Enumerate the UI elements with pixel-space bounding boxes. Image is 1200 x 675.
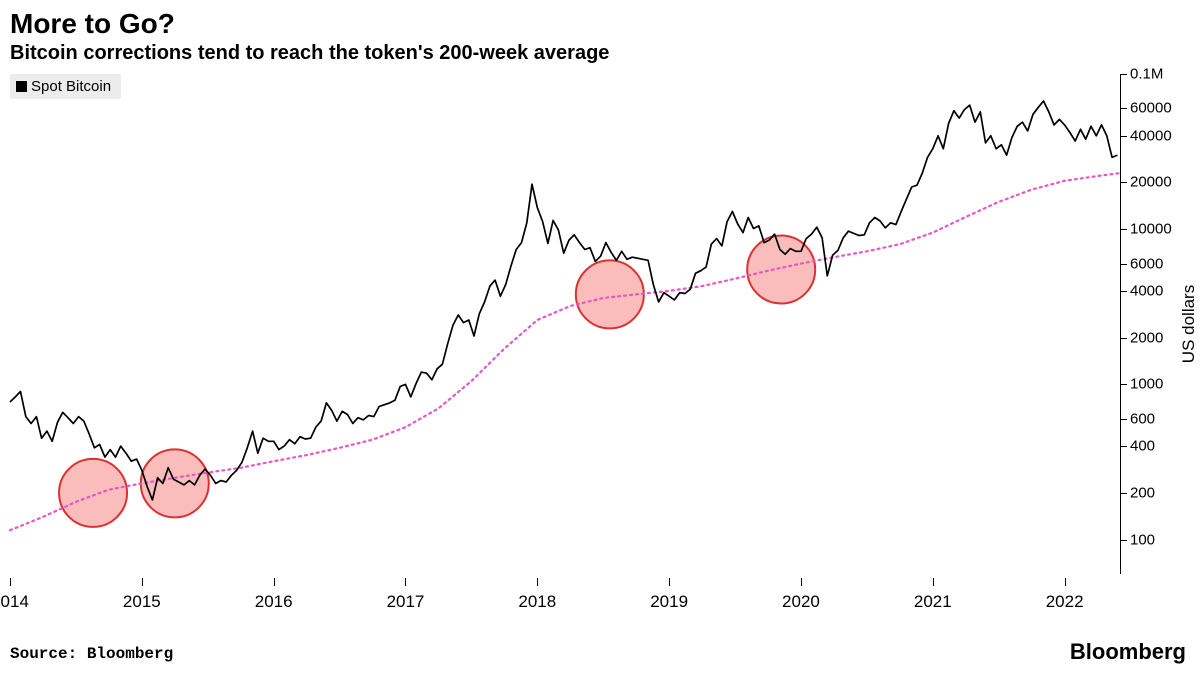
y-tick-label: 10000 [1130,221,1172,238]
x-tick-mark [142,578,143,586]
x-axis: 201420152016201720182019202020212022 [10,578,1120,618]
y-tick-mark [1120,419,1127,420]
x-tick-mark [274,578,275,586]
chart-title: More to Go? [0,0,1200,42]
y-tick-label: 100 [1130,531,1155,548]
chart-plot-area [10,74,1120,574]
y-tick-mark [1120,446,1127,447]
y-tick-label: 6000 [1130,255,1163,272]
brand-text: Bloomberg [1070,639,1186,665]
x-tick-mark [537,578,538,586]
y-tick-mark [1120,493,1127,494]
y-tick-label: 20000 [1130,174,1172,191]
y-tick-mark [1120,229,1127,230]
y-tick-mark [1120,182,1127,183]
y-tick-mark [1120,540,1127,541]
x-tick-label: 2017 [387,592,425,612]
y-tick-label: 40000 [1130,127,1172,144]
correction-highlight [141,449,209,517]
y-tick-mark [1120,74,1127,75]
x-tick-mark [10,578,11,586]
y-tick-mark [1120,136,1127,137]
x-tick-label: 2019 [650,592,688,612]
x-tick-label: 2014 [0,592,29,612]
x-tick-label: 2021 [914,592,952,612]
y-tick-label: 2000 [1130,329,1163,346]
x-tick-label: 2016 [255,592,293,612]
x-tick-mark [801,578,802,586]
correction-highlight [59,459,127,527]
y-tick-label: 0.1M [1130,66,1163,83]
y-axis-line [1120,74,1121,574]
chart-subtitle: Bitcoin corrections tend to reach the to… [0,42,1200,71]
x-tick-mark [1065,578,1066,586]
y-axis-label: US dollars [1179,285,1199,363]
x-tick-label: 2022 [1046,592,1084,612]
y-tick-label: 400 [1130,438,1155,455]
chart-svg [10,74,1120,574]
y-tick-label: 4000 [1130,282,1163,299]
y-axis: 0.1M600004000020000100006000400020001000… [1120,74,1200,574]
correction-highlight [747,235,815,303]
x-tick-label: 2018 [518,592,556,612]
y-tick-mark [1120,338,1127,339]
y-tick-mark [1120,384,1127,385]
y-tick-mark [1120,108,1127,109]
x-tick-mark [933,578,934,586]
spot-bitcoin-line [10,101,1117,500]
x-tick-label: 2020 [782,592,820,612]
x-tick-mark [669,578,670,586]
x-tick-mark [405,578,406,586]
x-tick-label: 2015 [123,592,161,612]
source-text: Source: Bloomberg [10,645,173,663]
ma-200w-line [10,173,1120,530]
y-tick-label: 60000 [1130,100,1172,117]
correction-highlight [576,260,644,328]
y-tick-label: 600 [1130,410,1155,427]
y-tick-label: 1000 [1130,376,1163,393]
y-tick-mark [1120,291,1127,292]
y-tick-mark [1120,264,1127,265]
y-tick-label: 200 [1130,484,1155,501]
